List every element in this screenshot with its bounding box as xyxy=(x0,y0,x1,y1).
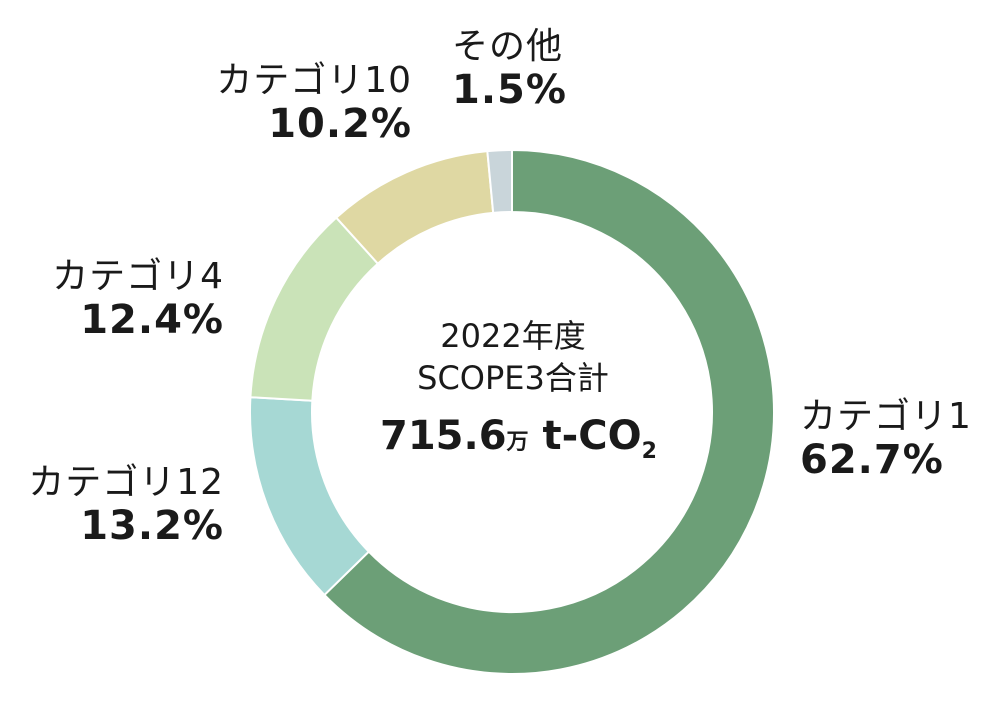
donut-slice-5 xyxy=(486,148,513,214)
slice-label-category-10: カテゴリ10 10.2% xyxy=(216,60,412,147)
slice-name: カテゴリ10 xyxy=(216,60,412,101)
slice-label-other: その他 1.5% xyxy=(452,26,567,113)
slice-name: カテゴリ1 xyxy=(800,396,972,437)
slice-label-category-4: カテゴリ4 12.4% xyxy=(52,256,224,343)
slice-percent: 62.7% xyxy=(800,437,944,484)
donut-slice-2 xyxy=(249,396,371,597)
slice-name: カテゴリ4 xyxy=(52,256,224,297)
slice-percent: 1.5% xyxy=(452,67,567,114)
slice-label-category-12: カテゴリ12 13.2% xyxy=(28,462,224,549)
center-title-line-1: 2022年度 xyxy=(440,317,586,355)
total-unit-small: 万 xyxy=(506,430,529,456)
total-unit-subscript: 2 xyxy=(641,439,657,465)
slice-name: カテゴリ12 xyxy=(28,462,224,503)
donut-slice-3 xyxy=(249,216,380,402)
slice-name: その他 xyxy=(452,26,564,67)
total-unit: t-CO xyxy=(542,413,642,460)
center-title-line-2: SCOPE3合計 xyxy=(417,358,609,397)
slice-percent: 13.2% xyxy=(80,503,224,550)
center-total: 715.6万 t-CO2 xyxy=(380,413,657,464)
slice-percent: 10.2% xyxy=(268,101,412,148)
slice-percent: 12.4% xyxy=(80,297,224,344)
donut-slice-1 xyxy=(323,148,775,675)
slice-label-category-1: カテゴリ1 62.7% xyxy=(800,396,972,483)
total-value: 715.6 xyxy=(380,413,507,460)
chart-center-summary: 2022年度 SCOPE3合計 715.6万 t-CO2 xyxy=(380,316,657,464)
